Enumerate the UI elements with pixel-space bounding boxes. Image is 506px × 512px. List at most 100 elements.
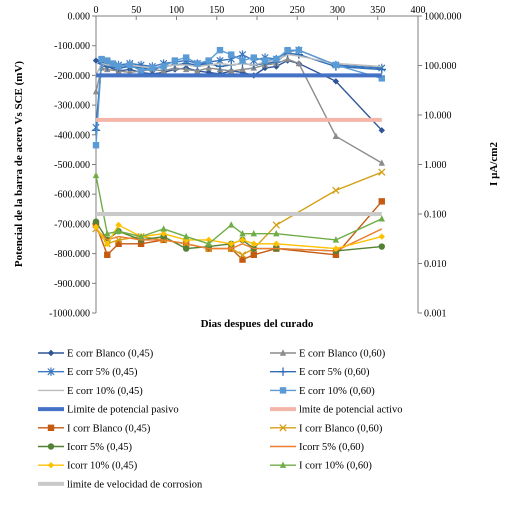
legend-item: Icorr 5% (0,60) (270, 442, 365, 453)
legend-item: Icorr 10% (0,45) (38, 461, 138, 472)
data-point (273, 240, 280, 248)
y-right-tick-label: 0.001 (424, 309, 447, 320)
data-point (272, 221, 280, 229)
series-layer (91, 45, 386, 263)
y-left-tick-label: -500.000 (54, 160, 90, 171)
legend-item: Icorr 5% (0,45) (38, 442, 133, 453)
legend-item: E corr 10% (0,45) (38, 386, 143, 397)
y-left-tick-label: -200.000 (54, 71, 90, 82)
data-point (250, 229, 257, 237)
x-tick-label: 400 (411, 5, 426, 16)
legend-label: E corr 10% (0,45) (67, 386, 143, 397)
y-left-tick-label: -900.000 (54, 279, 90, 290)
x-tick-label: 350 (370, 5, 385, 16)
data-point (228, 240, 235, 248)
data-point (239, 65, 246, 73)
legend-item: E corr Blanco (0,45) (38, 349, 154, 360)
data-point (104, 251, 111, 258)
series-6 (92, 46, 385, 149)
data-point (104, 240, 111, 248)
legend-swatch-marker (47, 443, 55, 450)
legend-label: Icorr 5% (0,45) (67, 442, 133, 453)
legend-item: E corr 5% (0,60) (270, 367, 370, 378)
data-point (261, 57, 269, 64)
data-point (182, 54, 190, 61)
series-line (95, 228, 383, 252)
data-point (332, 132, 340, 139)
data-point (332, 78, 340, 85)
data-point (104, 57, 111, 64)
y-left-tick-label: -300.000 (54, 101, 90, 112)
data-point (238, 251, 247, 259)
y-right-axis-title: I µA/cm2 (488, 142, 500, 186)
x-tick-label: 150 (209, 5, 224, 16)
legend-swatch-marker (279, 349, 287, 356)
data-point (273, 55, 280, 63)
data-point (216, 46, 224, 54)
x-tick-label: 100 (169, 5, 184, 16)
x-tick-label: 250 (290, 5, 305, 16)
legend-item: E corr Blanco (0,60) (270, 349, 386, 360)
y-right-tick-label: 0.100 (424, 210, 447, 221)
data-point (295, 46, 303, 54)
data-point (92, 171, 100, 179)
data-point (273, 229, 280, 237)
legend-item: I corr Blanco (0,60) (270, 423, 383, 434)
data-point (239, 229, 246, 237)
y-left-tick-labels: 0.000 -100.000 -200.000 -300.000 -400.000 -50… (49, 12, 96, 320)
data-point (332, 245, 340, 252)
data-point (92, 223, 100, 231)
plot-area (95, 15, 419, 313)
data-point (239, 57, 246, 64)
legend-label: I corr Blanco (0,60) (299, 423, 383, 434)
series-12 (95, 228, 383, 252)
data-point (137, 232, 145, 240)
data-point (115, 227, 122, 234)
data-point (332, 251, 340, 258)
y-left-tick-label: -100.000 (54, 41, 90, 52)
data-point (182, 245, 190, 252)
series-line (95, 59, 383, 131)
data-point (228, 51, 235, 58)
data-point (378, 168, 386, 176)
legend-swatch-marker (279, 387, 287, 394)
legend-label: lmite de potencial activo (299, 405, 403, 416)
y-right-tick-label: 1.000 (424, 160, 447, 171)
legend-label: I corr Blanco (0,45) (67, 423, 151, 434)
y-left-tick-label: -700.000 (54, 219, 90, 230)
x-axis-title: Dias despues del curado (201, 318, 314, 330)
y-right-tick-label: 1000.000 (424, 12, 462, 23)
data-point (378, 127, 385, 134)
data-point (228, 221, 235, 228)
data-point (378, 159, 385, 166)
legend-swatch-marker (47, 462, 55, 469)
legend-swatch-marker (47, 367, 55, 376)
data-point (295, 59, 303, 67)
data-point (109, 60, 117, 67)
legend-label: Limite de potencial pasivo (67, 405, 179, 416)
y-right-tick-label: 100.000 (424, 61, 457, 72)
data-point (98, 55, 105, 63)
legend-swatch-marker (279, 461, 287, 468)
legend-item: E corr 10% (0,60) (270, 386, 375, 397)
y-left-tick-label: -600.000 (54, 190, 90, 201)
data-point (91, 126, 101, 135)
y-right-tick-label: 10.000 (424, 111, 452, 122)
legend: E corr Blanco (0,45) E corr Blanco (0,60)… (38, 349, 403, 490)
x-tick-label: 300 (330, 5, 345, 16)
y-left-tick-label: -400.000 (54, 130, 90, 141)
legend-label: E corr Blanco (0,45) (67, 349, 154, 360)
y-right-tick-labels: 0.001 0.010 0.100 1.000 10.000 100.000 1000.00… (418, 12, 462, 320)
y-left-tick-label: -1000.000 (49, 309, 90, 320)
data-point (182, 232, 190, 240)
x-tick-label: 50 (131, 5, 141, 16)
data-point (284, 55, 291, 62)
data-point (332, 61, 340, 69)
data-point (92, 218, 100, 225)
legend-label: Icorr 10% (0,45) (67, 461, 138, 472)
data-point (115, 221, 122, 229)
series-line (95, 58, 383, 164)
legend-label: E corr 10% (0,60) (299, 386, 375, 397)
data-point (115, 63, 122, 70)
